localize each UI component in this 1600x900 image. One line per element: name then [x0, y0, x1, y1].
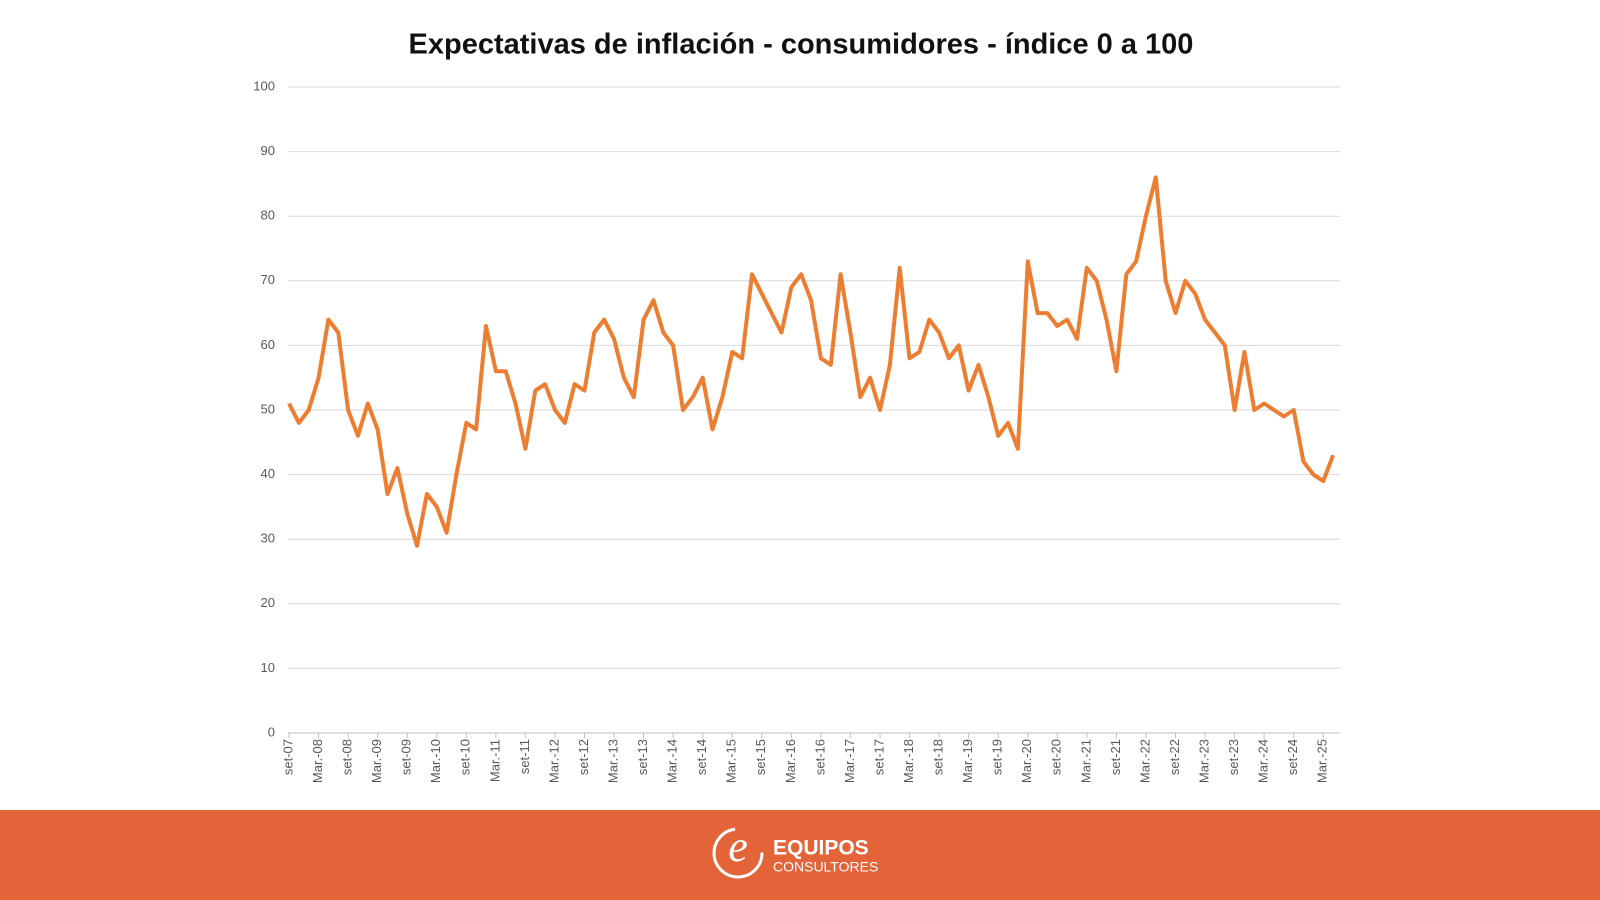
footer-bar — [0, 810, 1600, 900]
x-tick-label: Mar.-12 — [546, 739, 561, 783]
x-tick-label: Mar.-13 — [605, 739, 620, 783]
tagline: CONSULTORES — [773, 859, 878, 875]
x-tick-label: Mar.-09 — [369, 739, 384, 783]
x-tick-label: set-16 — [812, 739, 827, 775]
x-tick-label: set-15 — [753, 739, 768, 775]
logo-ring — [712, 827, 764, 879]
x-tick-label: Mar.-24 — [1256, 739, 1271, 783]
x-tick-label: Mar.-19 — [960, 739, 975, 783]
y-tick-label: 80 — [261, 208, 275, 223]
x-tick-label: set-13 — [635, 739, 650, 775]
x-tick-label: set-19 — [990, 739, 1005, 775]
x-tick-label: Mar.-08 — [310, 739, 325, 783]
logo-letter: e — [728, 822, 748, 871]
x-tick-label: Mar.-11 — [487, 739, 502, 782]
x-tick-label: set-21 — [1108, 739, 1123, 775]
x-tick-label: set-09 — [399, 739, 414, 775]
y-tick-label: 30 — [261, 531, 275, 546]
chart-title: Expectativas de inflación - consumidores… — [409, 29, 1194, 61]
x-tick-label: Mar.-20 — [1019, 739, 1034, 783]
y-tick-label: 70 — [261, 272, 275, 287]
x-tick-label: set-18 — [931, 739, 946, 775]
y-tick-label: 60 — [261, 337, 275, 352]
x-tick-label: set-07 — [280, 739, 295, 775]
x-tick-label: set-08 — [340, 739, 355, 775]
x-tick-label: Mar.-14 — [665, 739, 680, 783]
x-tick-label: Mar.-25 — [1315, 739, 1330, 783]
x-tick-label: set-17 — [871, 739, 886, 775]
y-tick-label: 0 — [268, 724, 275, 739]
x-tick-label: Mar.-17 — [842, 739, 857, 783]
x-tick-label: set-24 — [1285, 739, 1300, 775]
y-tick-label: 40 — [261, 466, 275, 481]
x-tick-label: set-11 — [517, 739, 532, 774]
x-tick-label: Mar.-10 — [428, 739, 443, 783]
x-tick-label: Mar.-21 — [1078, 739, 1093, 783]
x-tick-label: Mar.-16 — [783, 739, 798, 783]
x-tick-label: set-23 — [1226, 739, 1241, 775]
y-tick-label: 100 — [253, 78, 275, 93]
x-tick-label: set-14 — [694, 739, 709, 775]
y-tick-label: 90 — [261, 143, 275, 158]
y-tick-label: 20 — [261, 595, 275, 610]
x-tick-label: Mar.-18 — [901, 739, 916, 783]
x-tick-label: set-20 — [1049, 739, 1064, 775]
x-tick-label: Mar.-15 — [724, 739, 739, 783]
y-tick-label: 50 — [261, 401, 275, 416]
series-line — [287, 175, 1335, 548]
x-tick-label: Mar.-23 — [1196, 739, 1211, 783]
x-tick-label: set-22 — [1167, 739, 1182, 775]
x-tick-label: Mar.-22 — [1137, 739, 1152, 783]
x-tick-label: set-10 — [458, 739, 473, 775]
y-tick-label: 10 — [261, 660, 275, 675]
brand: EQUIPOS — [773, 837, 869, 860]
x-tick-label: set-12 — [576, 739, 591, 775]
